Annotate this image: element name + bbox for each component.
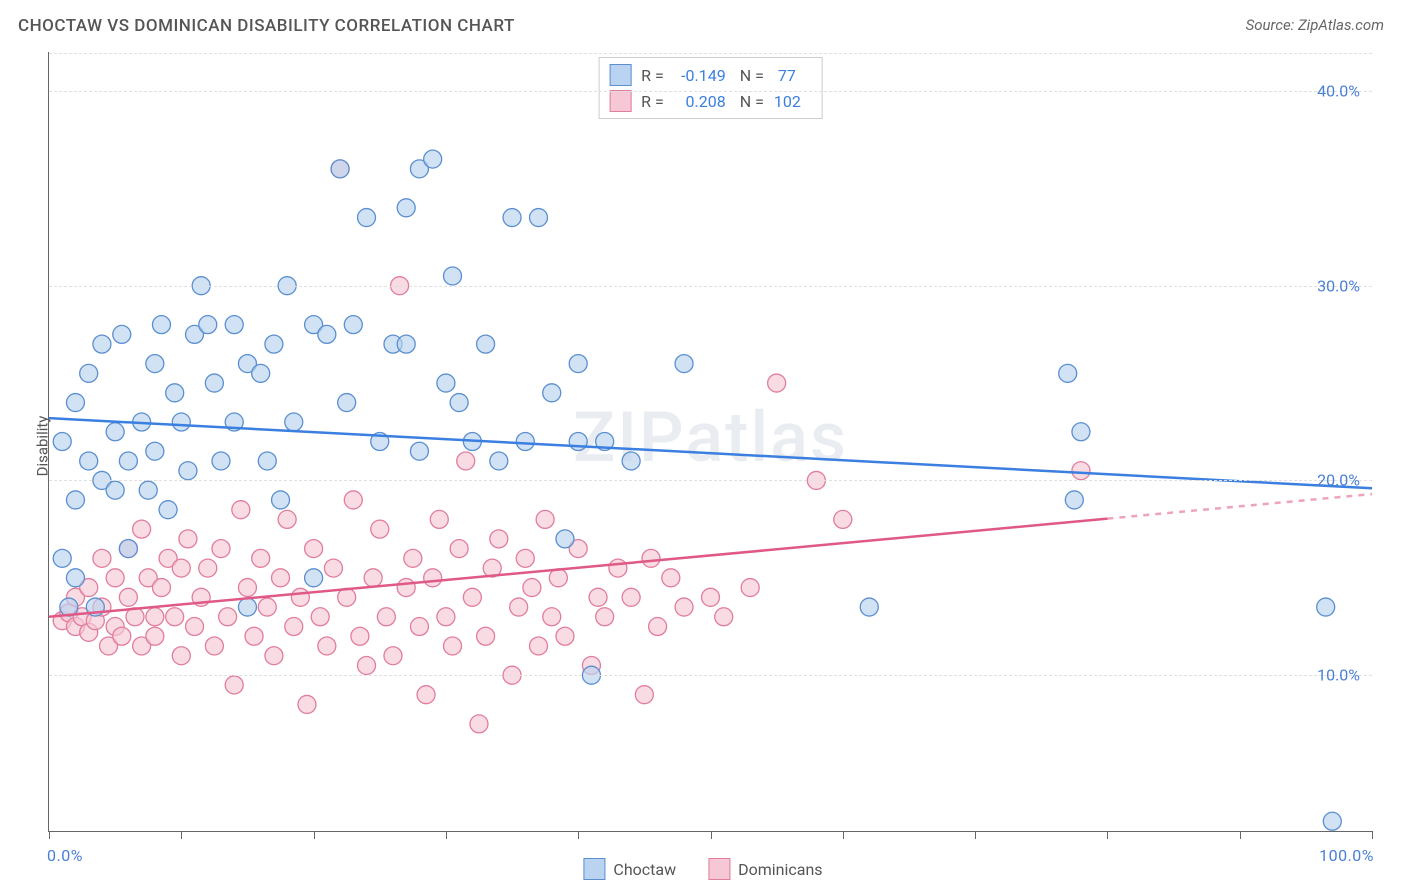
swatch-dominicans — [708, 858, 730, 880]
stat-label-r: R = — [641, 66, 664, 85]
legend-item-choctaw: Choctaw — [583, 858, 676, 880]
x-tick — [446, 831, 447, 839]
stat-label-n: N = — [736, 92, 764, 111]
chart-title: CHOCTAW VS DOMINICAN DISABILITY CORRELAT… — [18, 16, 515, 36]
x-tick-label: 100.0% — [1319, 846, 1374, 865]
chart-container: CHOCTAW VS DOMINICAN DISABILITY CORRELAT… — [0, 0, 1406, 892]
stat-r-2: 0.208 — [674, 92, 726, 111]
x-tick — [49, 831, 50, 839]
x-tick — [711, 831, 712, 839]
stat-row-1: R = -0.149 N = 77 — [609, 62, 812, 88]
chart-svg — [49, 52, 1372, 831]
legend-label-dominicans: Dominicans — [738, 860, 822, 879]
x-tick — [1107, 831, 1108, 839]
gridline — [49, 91, 1372, 92]
bottom-legend: Choctaw Dominicans — [583, 858, 822, 880]
x-tick — [975, 831, 976, 839]
gridline — [49, 286, 1372, 287]
swatch-choctaw — [583, 858, 605, 880]
gridline — [49, 675, 1372, 676]
y-tick-label: 10.0% — [1317, 666, 1360, 685]
gridline — [49, 480, 1372, 481]
x-tick-label: 0.0% — [47, 846, 83, 865]
gridline — [49, 53, 1372, 54]
swatch-dominicans — [609, 90, 631, 112]
y-tick-label: 30.0% — [1317, 276, 1360, 295]
x-tick — [1240, 831, 1241, 839]
stat-n-2: 102 — [774, 92, 812, 111]
stat-label-r: R = — [641, 92, 664, 111]
stat-label-n: N = — [736, 66, 764, 85]
y-tick-label: 20.0% — [1317, 471, 1360, 490]
x-tick — [843, 831, 844, 839]
stat-n-1: 77 — [774, 66, 812, 85]
source-label: Source: ZipAtlas.com — [1246, 16, 1384, 34]
legend-item-dominicans: Dominicans — [708, 858, 822, 880]
x-tick — [314, 831, 315, 839]
y-tick-label: 40.0% — [1317, 81, 1360, 100]
stat-legend: R = -0.149 N = 77 R = 0.208 N = 102 — [598, 57, 823, 119]
legend-label-choctaw: Choctaw — [613, 860, 676, 879]
x-tick — [181, 831, 182, 839]
stat-r-1: -0.149 — [674, 66, 726, 85]
x-tick — [578, 831, 579, 839]
x-tick — [1372, 831, 1373, 839]
plot-area: ZIPatlas R = -0.149 N = 77 R = 0.208 N =… — [48, 52, 1372, 832]
swatch-choctaw — [609, 64, 631, 86]
